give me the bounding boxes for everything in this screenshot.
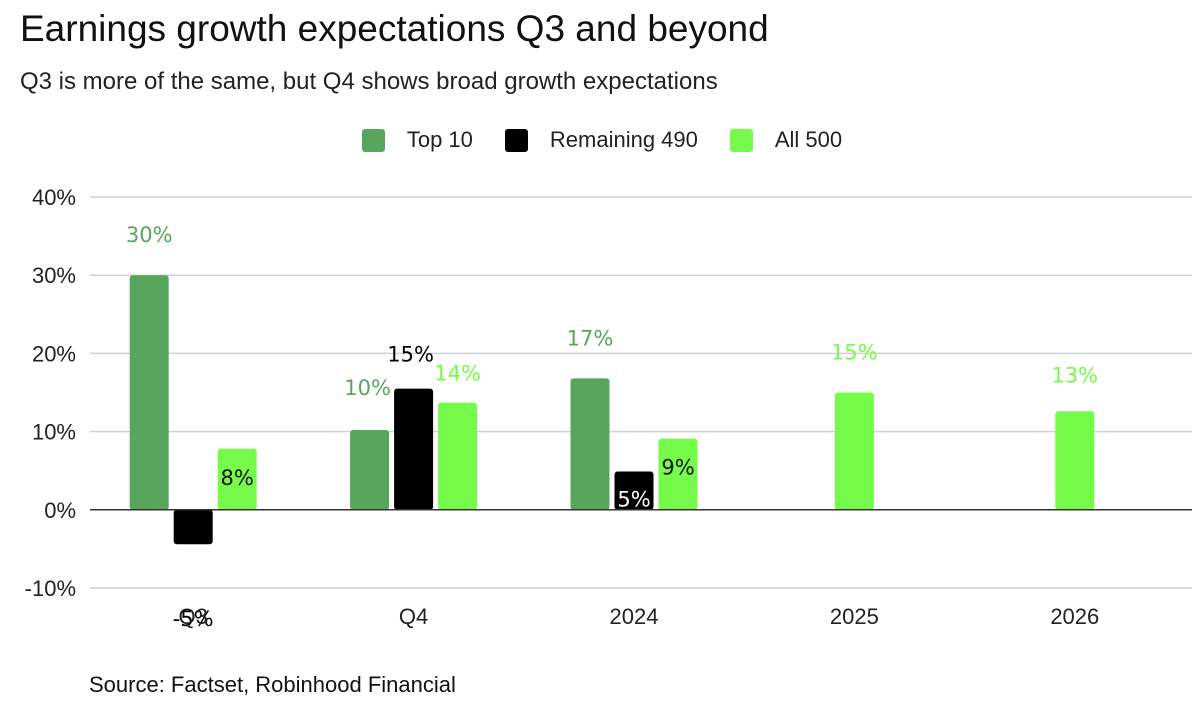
bar-remaining-490-2024 (614, 471, 654, 510)
data-label: 13% (1051, 363, 1098, 387)
source-note: Source: Factset, Robinhood Financial (89, 672, 456, 697)
x-tick-label: Q3 (179, 604, 208, 629)
legend-label-remaining-490: Remaining 490 (549, 127, 698, 152)
y-tick-label: 40% (32, 185, 76, 210)
bar-all-500-2024 (658, 438, 698, 510)
bar-remaining-490-q4 (394, 388, 434, 510)
bar-remaining-490-q3 (173, 509, 213, 545)
chart-subtitle: Q3 is more of the same, but Q4 shows bro… (20, 68, 718, 95)
bar-all-500-2026 (1055, 411, 1095, 510)
data-label: 15% (831, 341, 878, 365)
data-label: 9% (661, 456, 694, 480)
legend-item-remaining-490: Remaining 490 (504, 127, 698, 153)
x-tick-label: Q4 (399, 604, 428, 629)
y-tick-label: 10% (32, 420, 76, 445)
legend: Top 10 Remaining 490 All 500 (0, 127, 1204, 153)
x-tick-label: 2025 (830, 604, 879, 629)
legend-item-top-10: Top 10 (361, 127, 473, 153)
bar-top-10-q3 (129, 275, 169, 510)
data-label: 15% (387, 343, 434, 367)
data-label: 14% (434, 362, 481, 386)
legend-swatch-top-10 (361, 128, 385, 152)
legend-swatch-all-500 (729, 128, 753, 152)
legend-swatch-remaining-490 (504, 128, 528, 152)
bar-all-500-2025 (834, 392, 874, 510)
y-tick-label: -10% (25, 576, 76, 601)
data-label: 10% (344, 376, 391, 400)
legend-label-all-500: All 500 (774, 127, 843, 152)
y-tick-label: 0% (44, 498, 76, 523)
legend-label-top-10: Top 10 (406, 127, 473, 152)
x-tick-label: 2026 (1050, 604, 1099, 629)
data-label: 8% (221, 466, 254, 490)
data-label: 5% (617, 487, 650, 511)
bar-all-500-q4 (438, 402, 478, 510)
data-label: 17% (567, 326, 614, 350)
bar-top-10-q4 (350, 430, 390, 510)
y-tick-label: 20% (32, 341, 76, 366)
data-label: -5% (173, 607, 214, 631)
legend-item-all-500: All 500 (729, 127, 843, 153)
y-tick-label: 30% (32, 263, 76, 288)
bar-top-10-2024 (570, 378, 610, 510)
x-tick-label: 2024 (610, 604, 659, 629)
chart-title: Earnings growth expectations Q3 and beyo… (20, 8, 769, 49)
bar-all-500-q3 (217, 448, 257, 510)
data-label: 30% (126, 223, 173, 247)
